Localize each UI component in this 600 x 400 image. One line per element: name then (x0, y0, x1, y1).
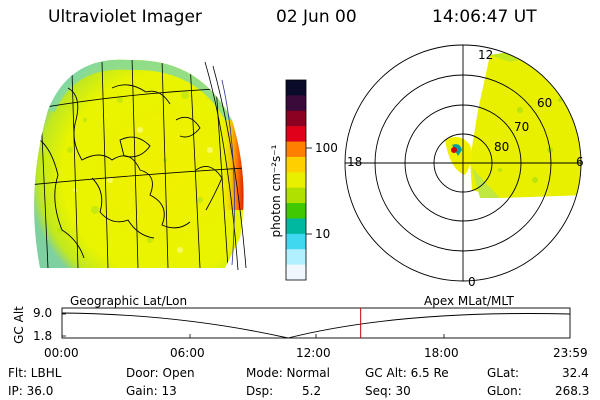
timeline-xtick-1800: 18:00 (424, 346, 459, 360)
timeline-ytick-1-8: 1.8 (33, 329, 53, 343)
door-info: Door: Open (126, 366, 195, 380)
colorbar (285, 79, 312, 281)
timeline-ticks (62, 313, 445, 338)
altitude-curve (61, 312, 571, 339)
colorbar-stripe (286, 172, 306, 189)
glon-value: 268.3 (555, 384, 590, 398)
polar-label-12: 12 (478, 48, 494, 62)
polar-plot (344, 44, 582, 282)
colorbar-stripe (286, 218, 306, 235)
timeline-plot (61, 307, 571, 339)
flt-info: Flt: LBHL (8, 366, 62, 380)
colorbar-stripe (286, 95, 306, 112)
colorbar-stripe (286, 264, 306, 281)
colorbar-stripe (286, 187, 306, 204)
earth-image (34, 59, 247, 271)
timeline-right-label: Apex MLat/MLT (424, 294, 514, 308)
polar-label-70: 70 (514, 120, 530, 134)
timeline-left-label: Geographic Lat/Lon (70, 294, 188, 308)
colorbar-label-100: 100 (315, 141, 338, 155)
mode-info: Mode: Normal (246, 366, 330, 380)
colorbar-stripe (286, 203, 306, 219)
timeline-xtick-1200: 12:00 (296, 346, 331, 360)
date-label: 02 Jun 00 (276, 7, 357, 27)
timeline-xtick-0000: 00:00 (44, 346, 79, 360)
polar-label-60: 60 (537, 96, 553, 110)
gc-alt-info: GC Alt: 6.5 Re (365, 366, 449, 380)
timeline-axis-title: GC Alt (12, 306, 26, 344)
colorbar-stripe (286, 141, 306, 158)
polar-label-0: 0 (468, 275, 476, 289)
instrument-title: Ultraviolet Imager (48, 7, 202, 27)
colorbar-stripe (286, 233, 306, 250)
ip-info: IP: 36.0 (8, 384, 54, 398)
glon-label: GLon: (487, 384, 522, 398)
seq-info: Seq: 30 (365, 384, 411, 398)
colorbar-stripe (286, 249, 306, 266)
colorbar-stripe (286, 110, 306, 127)
dsp-label: Dsp: (246, 384, 274, 398)
colorbar-stripe (286, 156, 306, 173)
polar-spot (451, 147, 457, 153)
colorbar-label-10: 10 (315, 227, 331, 241)
polar-label-18: 18 (347, 155, 363, 169)
glat-label: GLat: (487, 366, 520, 380)
colorbar-stripe (286, 80, 306, 96)
timeline-xtick-2359: 23:59 (553, 346, 588, 360)
dsp-value: 5.2 (302, 384, 322, 398)
polar-label-6: 6 (576, 155, 584, 169)
gain-info: Gain: 13 (126, 384, 177, 398)
timeline-xtick-0600: 06:00 (170, 346, 205, 360)
timeline-ytick-9: 9.0 (33, 306, 53, 320)
polar-label-80: 80 (494, 140, 510, 154)
colorbar-stripe (286, 126, 306, 143)
colorbar-unit-label: photon cm⁻²s⁻¹ (269, 144, 283, 238)
time-label: 14:06:47 UT (432, 7, 537, 27)
glat-value: 32.4 (562, 366, 589, 380)
